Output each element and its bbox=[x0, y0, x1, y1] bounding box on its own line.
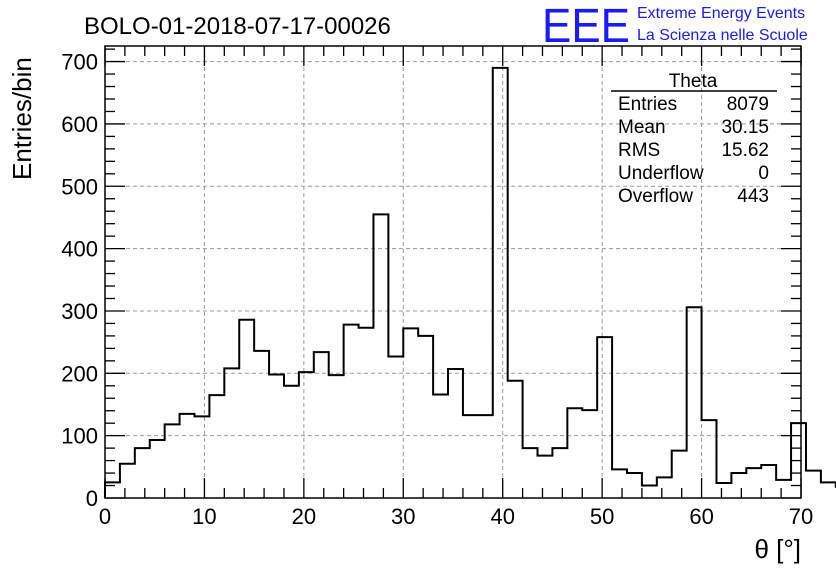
stats-row-label: Underflow bbox=[618, 163, 704, 184]
histogram-bin bbox=[523, 448, 538, 498]
histogram-bin bbox=[165, 424, 180, 498]
histogram-bin bbox=[433, 395, 448, 498]
histogram-bin bbox=[821, 482, 836, 498]
stats-rows: Entries 8079 Mean 30.15 RMS 15.62 Underflow 0 Ov… bbox=[618, 94, 769, 207]
plot-frame bbox=[104, 45, 802, 499]
histogram-bin bbox=[329, 375, 344, 498]
stats-row-label: RMS bbox=[618, 140, 660, 161]
histogram-bin bbox=[448, 369, 463, 498]
y-tick-label: 400 bbox=[61, 237, 98, 262]
histogram-bin bbox=[508, 381, 523, 498]
y-tick-label: 300 bbox=[61, 299, 98, 324]
histogram-bin bbox=[567, 408, 582, 498]
plot-title: BOLO-01-2018-07-17-00026 bbox=[84, 13, 391, 40]
histogram-bin bbox=[388, 356, 403, 498]
histogram-bin bbox=[209, 395, 224, 498]
histogram-bin bbox=[806, 471, 821, 498]
histogram-bin bbox=[224, 368, 239, 498]
x-tick-label: 60 bbox=[689, 504, 713, 529]
histogram-bin bbox=[687, 307, 702, 498]
logo-mark: EEE bbox=[542, 0, 630, 53]
stats-row-value: 443 bbox=[737, 186, 769, 207]
histogram-bin bbox=[299, 372, 314, 498]
grid-lines bbox=[105, 46, 801, 498]
histogram-bin bbox=[702, 420, 717, 498]
histogram-bin bbox=[314, 352, 329, 498]
y-tick-label: 500 bbox=[61, 174, 98, 199]
stats-row-label: Entries bbox=[618, 94, 677, 115]
x-tick-label: 20 bbox=[292, 504, 316, 529]
y-tick-label: 700 bbox=[61, 50, 98, 75]
histogram-bin bbox=[373, 214, 388, 498]
histogram-bin bbox=[731, 473, 746, 498]
stats-row-label: Overflow bbox=[618, 186, 693, 207]
stats-row-value: 0 bbox=[758, 163, 769, 184]
x-axis-title: θ [°] bbox=[754, 534, 801, 564]
histogram-bin bbox=[180, 414, 195, 498]
histogram-bin bbox=[344, 325, 359, 498]
histogram-bin bbox=[135, 448, 150, 498]
x-tick-label: 70 bbox=[789, 504, 813, 529]
histogram-bin bbox=[120, 464, 135, 498]
stats-row-value: 8079 bbox=[727, 94, 769, 115]
stats-title: Theta bbox=[669, 71, 718, 92]
histogram-bin bbox=[105, 482, 120, 498]
x-tick-label: 40 bbox=[490, 504, 514, 529]
histogram-bin bbox=[538, 456, 553, 498]
histogram-bin bbox=[359, 328, 374, 498]
histogram-bin bbox=[672, 451, 687, 498]
histogram-bin bbox=[239, 320, 254, 498]
stats-row-value: 30.15 bbox=[721, 117, 769, 138]
y-tick-label: 200 bbox=[61, 361, 98, 386]
y-tick-label: 100 bbox=[61, 424, 98, 449]
histogram-bin bbox=[493, 68, 508, 498]
stats-box: Theta Entries 8079 Mean 30.15 RMS 15.62 Underf… bbox=[611, 71, 777, 207]
histogram-bin bbox=[597, 337, 612, 498]
histogram-bin bbox=[478, 415, 493, 498]
experiment-logo: EEE Extreme Energy Events La Scienza nel… bbox=[542, 0, 808, 53]
histogram-bin bbox=[194, 416, 209, 498]
histogram-bin bbox=[403, 328, 418, 498]
histogram-bin bbox=[627, 473, 642, 498]
y-axis-title: Entries/bin bbox=[7, 57, 37, 180]
histogram-bin bbox=[612, 469, 627, 498]
histogram-bin bbox=[418, 336, 433, 498]
histogram-bin bbox=[761, 465, 776, 498]
x-tick-label: 30 bbox=[391, 504, 415, 529]
histogram-bin bbox=[552, 448, 567, 498]
histogram-bin bbox=[150, 440, 165, 498]
y-tick-label: 0 bbox=[86, 486, 98, 511]
x-tick-label: 10 bbox=[192, 504, 216, 529]
histogram-bin bbox=[746, 468, 761, 498]
histogram-bin bbox=[463, 415, 478, 498]
histogram-bin bbox=[776, 480, 791, 498]
histogram-bin bbox=[269, 375, 284, 498]
x-tick-label: 0 bbox=[99, 504, 111, 529]
stats-row-value: 15.62 bbox=[721, 140, 769, 161]
histogram-bin bbox=[582, 410, 597, 498]
histogram-bin bbox=[254, 351, 269, 498]
y-tick-label: 600 bbox=[61, 112, 98, 137]
stats-row-label: Mean bbox=[618, 117, 666, 138]
histogram-bin bbox=[284, 386, 299, 498]
histogram-outline bbox=[104, 66, 836, 498]
x-tick-label: 50 bbox=[590, 504, 614, 529]
axis-ticks bbox=[104, 46, 802, 499]
logo-line-2: La Scienza nelle Scuole bbox=[637, 27, 808, 44]
histogram-bin bbox=[657, 477, 672, 498]
logo-line-1: Extreme Energy Events bbox=[637, 5, 805, 22]
histogram-bin bbox=[642, 486, 657, 498]
histogram-bin bbox=[716, 483, 731, 498]
